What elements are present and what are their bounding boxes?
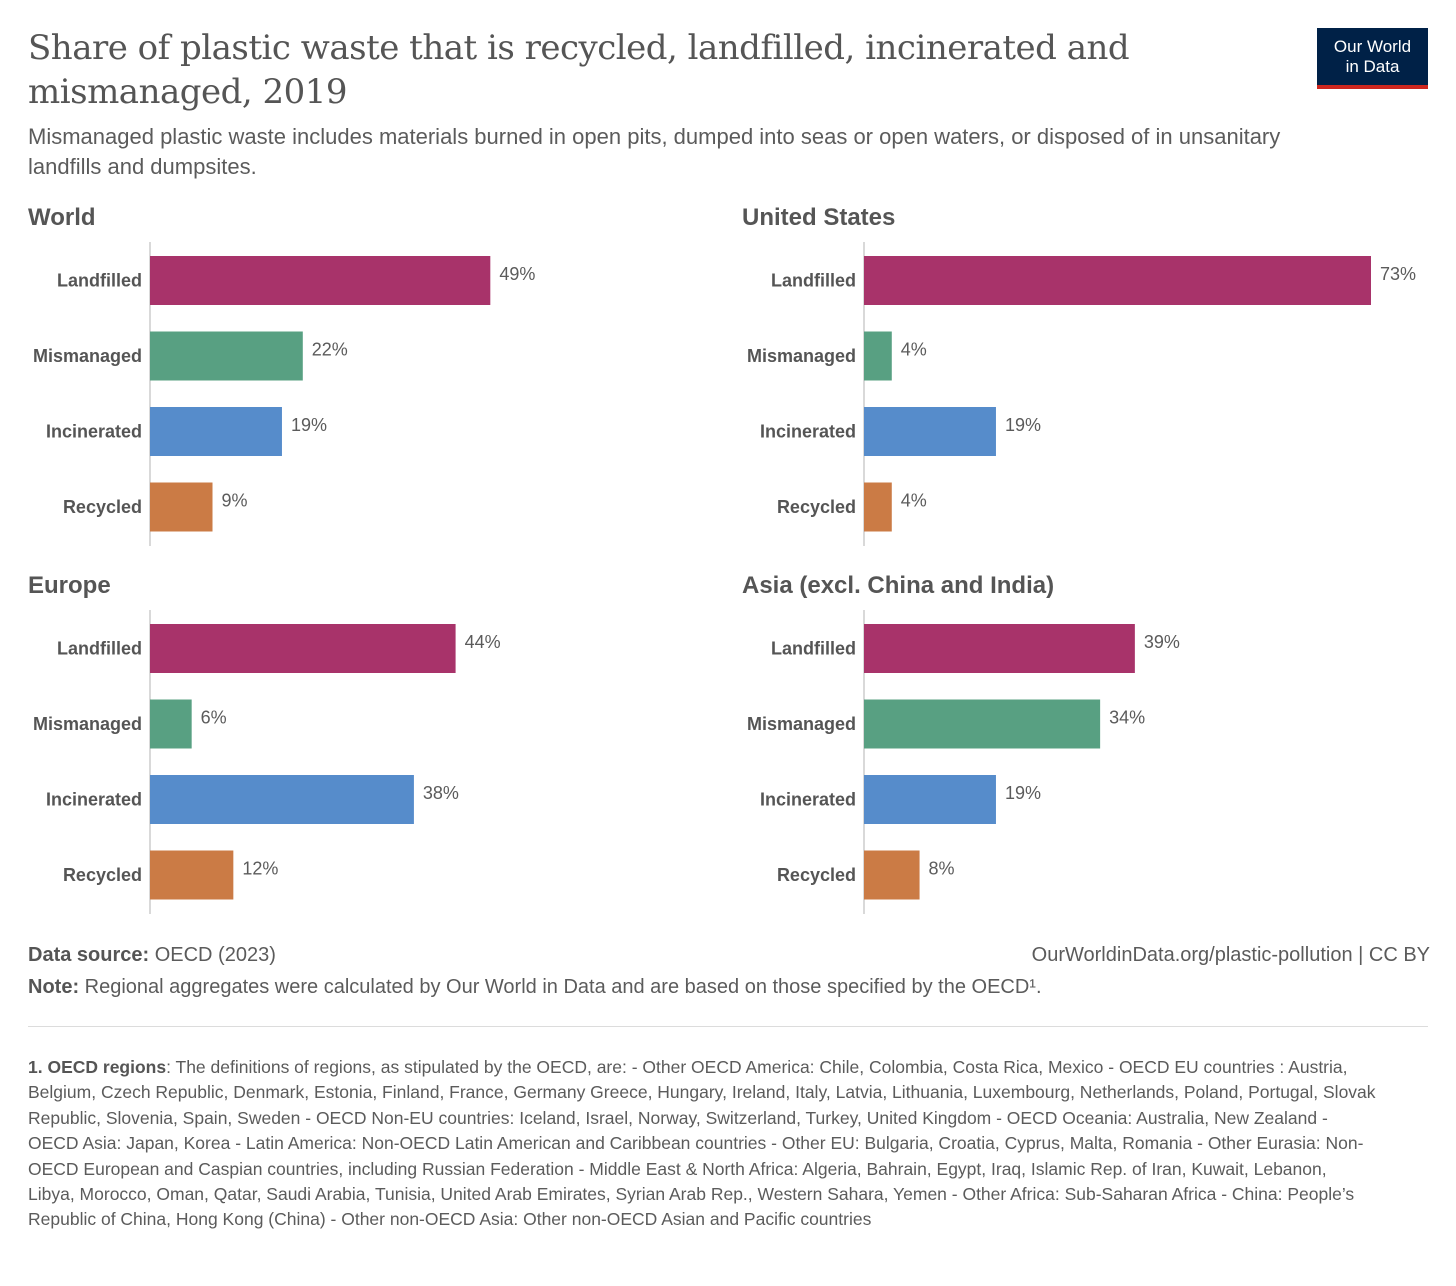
bar-mismanaged[interactable] — [150, 699, 192, 749]
category-label: Incinerated — [46, 790, 142, 810]
category-label: Landfilled — [57, 271, 142, 291]
note-text: Regional aggregates were calculated by O… — [84, 976, 1042, 998]
panel-asia: Asia (excl. China and India) Landfilled 3… — [742, 572, 1428, 917]
panel-title: World — [28, 204, 96, 231]
owid-logo[interactable]: Our World in Data — [1317, 28, 1428, 89]
value-label: 8% — [929, 859, 955, 879]
divider — [28, 1026, 1428, 1027]
footnote: 1. OECD regions: The definitions of regi… — [28, 1055, 1378, 1233]
bar-mismanaged[interactable] — [864, 699, 1101, 749]
bar-incinerated[interactable] — [864, 775, 996, 824]
category-label: Incinerated — [46, 422, 142, 442]
note-label: Note: — [28, 976, 80, 998]
category-label: Incinerated — [760, 422, 856, 442]
panel-europe: Europe Landfilled 44% Mismanaged 6% Incinera… — [28, 572, 708, 917]
bar-landfilled[interactable] — [150, 256, 491, 305]
category-label: Recycled — [777, 865, 856, 885]
value-label: 49% — [499, 264, 535, 284]
category-label: Mismanaged — [747, 714, 856, 734]
bar-recycled[interactable] — [150, 850, 234, 900]
bar-chart: Landfilled 44% Mismanaged 6% Incinerated 38% R… — [33, 610, 501, 914]
category-label: Landfilled — [57, 639, 142, 659]
note: Note: Regional aggregates were calculate… — [28, 974, 1428, 1000]
category-label: Mismanaged — [33, 346, 142, 366]
category-label: Mismanaged — [747, 346, 856, 366]
bar-incinerated[interactable] — [864, 407, 996, 456]
value-label: 39% — [1144, 632, 1180, 652]
category-label: Mismanaged — [33, 714, 142, 734]
bar-landfilled[interactable] — [864, 256, 1371, 305]
panel-world: World Landfilled 49% Mismanaged 22% Incinera… — [28, 204, 708, 549]
logo-line-2: in Data — [1345, 56, 1400, 76]
value-label: 38% — [423, 783, 459, 803]
chart-subtitle: Mismanaged plastic waste includes materi… — [28, 124, 1281, 179]
chart-title: Share of plastic waste that is recycled,… — [28, 28, 1130, 112]
category-label: Landfilled — [771, 271, 856, 291]
logo-line-1: Our World — [1333, 36, 1412, 56]
bar-chart: Landfilled 73% Mismanaged 4% Incinerated 19% R… — [747, 242, 1416, 546]
value-label: 6% — [201, 708, 227, 728]
bar-incinerated[interactable] — [150, 775, 414, 824]
category-label: Recycled — [777, 497, 856, 517]
value-label: 19% — [1005, 783, 1041, 803]
footnote-text: : The definitions of regions, as stipula… — [28, 1057, 1376, 1230]
bar-incinerated[interactable] — [150, 407, 282, 456]
value-label: 44% — [465, 632, 501, 652]
bar-chart: Landfilled 49% Mismanaged 22% Incinerated 19%… — [33, 242, 535, 546]
bar-landfilled[interactable] — [864, 624, 1135, 673]
category-label: Recycled — [63, 865, 142, 885]
value-label: 22% — [312, 340, 348, 360]
bar-mismanaged[interactable] — [150, 331, 303, 381]
bar-recycled[interactable] — [150, 482, 213, 532]
source-url[interactable]: OurWorldinData.org/plastic-pollution | C… — [1031, 944, 1430, 966]
value-label: 19% — [291, 415, 327, 435]
value-label: 12% — [242, 859, 278, 879]
footnote-label: 1. OECD regions — [28, 1057, 167, 1077]
panel-title: Europe — [28, 572, 111, 599]
panel-title: United States — [742, 204, 896, 231]
bar-landfilled[interactable] — [150, 624, 456, 673]
data-source-text[interactable]: OECD (2023) — [154, 944, 276, 966]
bar-recycled[interactable] — [864, 482, 892, 532]
value-label: 9% — [222, 491, 248, 511]
data-source: Data source: OECD (2023) — [28, 942, 276, 968]
panel-title: Asia (excl. China and India) — [742, 572, 1055, 599]
bar-mismanaged[interactable] — [864, 331, 892, 381]
value-label: 4% — [901, 491, 927, 511]
data-source-label: Data source: — [28, 944, 150, 966]
panel-united-states: United States Landfilled 73% Mismanaged 4% I… — [742, 204, 1428, 549]
value-label: 73% — [1380, 264, 1416, 284]
category-label: Incinerated — [760, 790, 856, 810]
category-label: Recycled — [63, 497, 142, 517]
bar-chart: Landfilled 39% Mismanaged 34% Incinerated 19%… — [747, 610, 1180, 914]
value-label: 4% — [901, 340, 927, 360]
bar-recycled[interactable] — [864, 850, 920, 900]
category-label: Landfilled — [771, 639, 856, 659]
value-label: 34% — [1109, 708, 1145, 728]
value-label: 19% — [1005, 415, 1041, 435]
